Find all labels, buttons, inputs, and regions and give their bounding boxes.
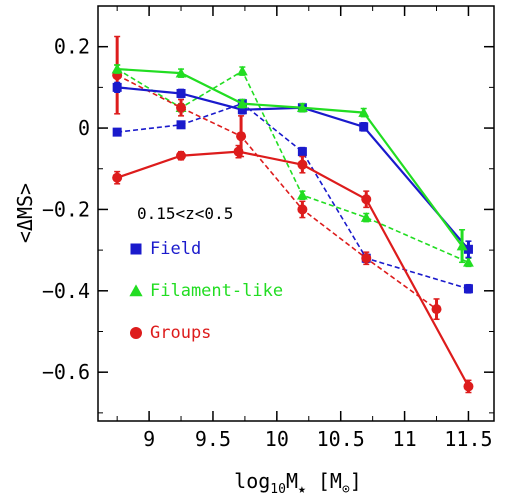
data-point xyxy=(236,65,248,76)
data-point xyxy=(176,150,187,161)
data-point xyxy=(233,146,244,157)
data-point xyxy=(130,243,142,255)
series-line xyxy=(116,68,469,264)
series-line xyxy=(117,67,463,247)
y-tick-label: −0.6 xyxy=(42,360,90,384)
series-field-solid xyxy=(112,81,473,259)
legend-label: Field xyxy=(150,239,201,259)
data-point xyxy=(463,244,473,254)
y-axis: 0.2 0 −0.2 −0.4 −0.6 xyxy=(42,5,494,414)
plot-frame xyxy=(97,5,495,422)
x-tick-label: 9 xyxy=(143,427,155,451)
data-point xyxy=(361,253,372,264)
data-point xyxy=(456,240,468,251)
data-point xyxy=(176,88,186,98)
data-point xyxy=(296,189,308,200)
legend-item-filament-like: Filament-like xyxy=(129,281,283,301)
data-point xyxy=(463,381,474,392)
data-point xyxy=(297,204,308,215)
x-axis-label: log10M★ [M⊙] xyxy=(234,469,362,497)
y-axis-label: <ΔMS> xyxy=(13,183,37,243)
data-point xyxy=(237,105,247,115)
series-filament-like-solid xyxy=(111,63,468,264)
data-point xyxy=(297,147,307,157)
data-point xyxy=(129,284,143,297)
data-point xyxy=(463,284,473,294)
series-line xyxy=(116,74,437,310)
data-point xyxy=(431,304,442,315)
data-point xyxy=(176,120,186,130)
series-layer xyxy=(111,35,474,394)
x-tick-label: 10.5 xyxy=(317,427,365,451)
series-groups-solid xyxy=(112,144,474,394)
y-tick-label: −0.4 xyxy=(42,279,90,303)
x-tick-label: 9.5 xyxy=(195,427,231,451)
y-tick-label: −0.2 xyxy=(42,197,90,221)
data-point xyxy=(236,98,248,108)
y-tick-label: 0 xyxy=(78,116,90,140)
data-point xyxy=(176,102,187,113)
series-groups-dashed xyxy=(112,35,442,321)
x-tick-label: 11 xyxy=(393,427,417,451)
series-filament-like-dashed xyxy=(111,63,474,268)
data-point xyxy=(361,194,372,205)
series-field-dashed xyxy=(112,98,473,294)
data-point xyxy=(296,102,308,113)
data-point xyxy=(360,212,372,222)
data-point xyxy=(112,127,122,137)
series-line xyxy=(116,150,470,387)
data-point xyxy=(130,327,142,339)
annotation-redshift: 0.15<z<0.5 xyxy=(137,204,233,223)
data-point xyxy=(359,122,369,132)
data-point xyxy=(175,67,187,78)
series-line xyxy=(117,102,469,290)
legend-item-groups: Groups xyxy=(130,323,211,343)
legend: Field Filament-like Groups xyxy=(129,239,283,343)
data-point xyxy=(112,172,123,183)
data-point xyxy=(358,107,370,117)
x-tick-label: 10 xyxy=(265,427,289,451)
data-point xyxy=(297,159,308,170)
legend-label: Groups xyxy=(150,323,211,343)
legend-label: Filament-like xyxy=(150,281,283,301)
y-tick-label: 0.2 xyxy=(54,35,90,59)
series-line xyxy=(117,86,470,251)
legend-item-field: Field xyxy=(130,239,201,259)
x-tick-label: 11.5 xyxy=(444,427,492,451)
data-point xyxy=(463,256,474,267)
data-point xyxy=(112,82,122,92)
data-point xyxy=(111,63,123,74)
data-point xyxy=(236,131,247,142)
x-axis: 9 9.5 10 10.5 11 11.5 xyxy=(116,6,493,451)
